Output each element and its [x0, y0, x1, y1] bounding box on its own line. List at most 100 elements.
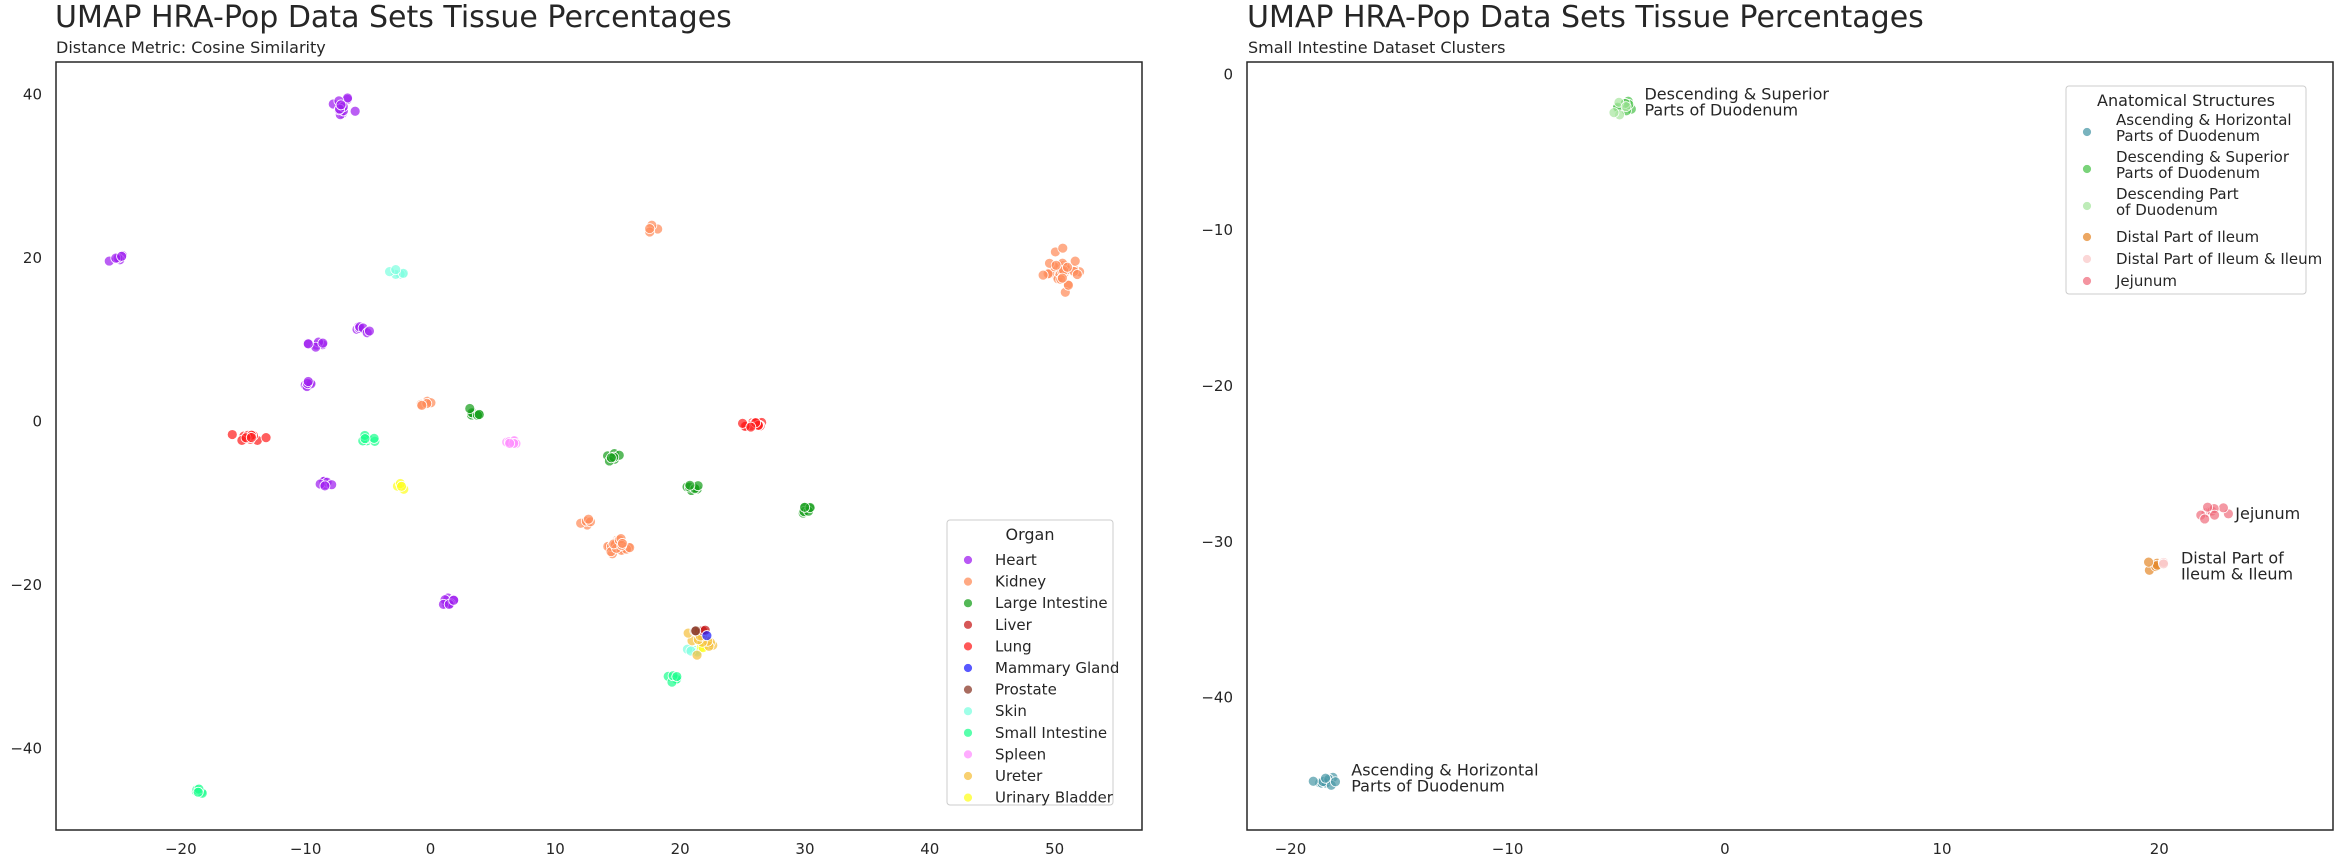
- y-tick-label: −10: [1201, 221, 1233, 239]
- data-point: [1050, 259, 1062, 271]
- legend-label-line: Lung: [995, 637, 1032, 655]
- data-point: [671, 671, 683, 682]
- legend-marker: [2082, 254, 2092, 264]
- legend-label: Kidney: [995, 573, 1046, 591]
- legend-label: Spleen: [995, 745, 1046, 763]
- legend-label: Lung: [995, 637, 1032, 655]
- legend-label: Descending Part of Duodenum: [2116, 185, 2239, 219]
- data-point: [396, 480, 407, 492]
- legend-label-line: Liver: [995, 616, 1033, 634]
- legend-label: Ascending & Horizontal Parts of Duodenum: [2116, 111, 2292, 145]
- legend-label-line: Parts of Duodenum: [2116, 164, 2260, 182]
- x-tick-label: 20: [2150, 840, 2169, 858]
- legend-marker: [963, 771, 973, 781]
- legend-label: Distal Part of Ileum & Ileum: [2116, 250, 2322, 268]
- data-point: [416, 399, 428, 411]
- legend-marker: [2082, 127, 2092, 137]
- legend-label: Jejunum: [2115, 272, 2177, 290]
- legend-label: Heart: [995, 551, 1037, 569]
- legend-marker: [963, 727, 973, 738]
- legend-label: Small Intestine: [995, 724, 1107, 742]
- legend-label: Skin: [995, 702, 1027, 720]
- annotation-line: Parts of Duodenum: [1351, 777, 1505, 796]
- data-point: [1307, 775, 1319, 787]
- data-point: [2202, 501, 2213, 513]
- x-tick-label: 20: [671, 840, 690, 858]
- legend-marker: [963, 619, 973, 630]
- data-point: [226, 429, 238, 440]
- legend-marker: [963, 706, 973, 717]
- legend-marker: [2082, 276, 2092, 286]
- data-point: [583, 513, 594, 525]
- legend-label: Ureter: [995, 767, 1043, 785]
- cluster-annotation: Jejunum: [2234, 504, 2300, 523]
- data-point: [691, 649, 703, 661]
- legend-label-line: Large Intestine: [995, 594, 1108, 612]
- data-point: [2218, 502, 2229, 514]
- legend-label-line: Small Intestine: [995, 724, 1107, 742]
- data-point: [1330, 776, 1341, 788]
- plot-frame: [55, 61, 1143, 831]
- data-point: [1069, 255, 1081, 267]
- legend-label-line: Descending Part: [2116, 185, 2239, 203]
- y-tick-label: −40: [1201, 689, 1233, 707]
- plot-frame: [1246, 61, 2334, 831]
- data-point: [335, 99, 347, 111]
- annotation-line: Ileum & Ileum: [2181, 565, 2293, 584]
- data-point: [1037, 269, 1049, 281]
- legend-marker: [963, 598, 973, 609]
- legend-marker: [963, 792, 973, 803]
- x-tick-label: −10: [1492, 840, 1524, 858]
- annotation-line: Parts of Duodenum: [1644, 101, 1798, 120]
- legend-marker: [963, 663, 973, 673]
- data-point: [245, 432, 257, 443]
- cluster-annotation: Descending & Superior Parts of Duodenum: [1644, 85, 1829, 120]
- annotation-line: Jejunum: [2234, 504, 2300, 523]
- legend-label-line: Skin: [995, 702, 1027, 720]
- data-point: [192, 786, 204, 798]
- data-point: [364, 325, 375, 337]
- legend: Organ Heart Kidney Large Intestine Liver Lung…: [946, 519, 1119, 807]
- legend-label: Large Intestine: [995, 594, 1108, 612]
- legend-label-line: Parts of Duodenum: [2116, 127, 2260, 145]
- x-tick-label: 0: [1720, 840, 1730, 858]
- left-chart-subtitle: Distance Metric: Cosine Similarity: [56, 38, 326, 57]
- x-tick-label: −10: [290, 840, 322, 858]
- y-tick-label: −20: [10, 576, 42, 594]
- legend-title: Anatomical Structures: [2097, 91, 2275, 110]
- annotation-line: Distal Part of: [2181, 549, 2284, 568]
- legend-marker: [963, 555, 973, 565]
- data-point: [390, 264, 402, 276]
- data-point: [644, 223, 656, 234]
- legend-label-line: Prostate: [995, 681, 1057, 699]
- legend-label-line: Heart: [995, 551, 1037, 569]
- data-point: [464, 403, 476, 414]
- data-point: [1062, 261, 1073, 273]
- left-chart-title: UMAP HRA-Pop Data Sets Tissue Percentage…: [55, 0, 732, 35]
- data-point: [690, 625, 702, 637]
- legend-label-line: Urinary Bladder: [995, 789, 1114, 807]
- x-tick-label: 40: [920, 840, 939, 858]
- legend-label-line: Distal Part of Ileum & Ileum: [2116, 250, 2322, 268]
- y-tick-label: 0: [32, 412, 42, 430]
- data-point: [2143, 556, 2154, 568]
- x-tick-label: −20: [165, 840, 197, 858]
- annotation-line: Ascending & Horizontal: [1351, 761, 1538, 780]
- legend-label-line: Spleen: [995, 745, 1046, 763]
- right-chart-subtitle: Small Intestine Dataset Clusters: [1248, 38, 1506, 57]
- organ-umap-plot: −20 −10 0 10 20 30 40 50 −40 −20 0 20 40 Organ Heart Ki…: [10, 61, 1143, 858]
- legend-title: Organ: [1006, 525, 1055, 544]
- cluster-annotation: Ascending & Horizontal Parts of Duodenum: [1351, 761, 1538, 796]
- x-tick-label: −20: [1275, 840, 1307, 858]
- data-point: [319, 480, 331, 492]
- legend-label-line: Ascending & Horizontal: [2116, 111, 2292, 129]
- legend-frame: [946, 519, 1114, 806]
- cluster-annotation: Distal Part of Ileum & Ileum: [2181, 549, 2293, 584]
- legend-label: Urinary Bladder: [995, 789, 1114, 807]
- legend-label-line: Kidney: [995, 573, 1046, 591]
- data-point: [1063, 279, 1074, 291]
- y-tick-label: −20: [1201, 377, 1233, 395]
- legend-marker: [963, 684, 973, 695]
